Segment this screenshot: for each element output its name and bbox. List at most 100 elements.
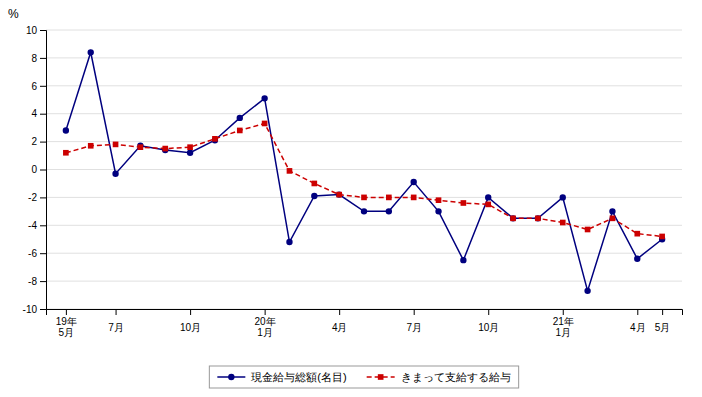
tick-label: -4 [28,220,37,231]
tick-label: 21年1月 [553,316,574,338]
point [311,181,317,187]
grid-line [46,141,682,142]
legend-frame [209,366,518,388]
tick: 10月 [478,309,499,333]
point [411,195,417,201]
grid-line [46,30,682,31]
point [436,197,442,203]
tick-label: 10月 [180,322,201,333]
point [187,150,193,156]
grid-line [46,57,682,58]
grid [46,30,682,309]
tick-label: 4 [31,108,37,119]
point [63,127,69,133]
grid-line [46,113,682,114]
legend: 現金給与総額(名目) きまって支給する給与 [209,366,518,388]
legend-label: 現金給与総額(名目) [251,371,346,383]
tick-label: -2 [28,192,37,203]
tick: 4 [31,108,46,119]
tick: 7月 [108,309,124,333]
tick: -4 [28,220,46,231]
point [187,144,193,150]
tick-mark [563,309,564,315]
tick-mark [265,309,266,315]
point [262,121,268,127]
point [237,115,243,121]
tick-mark [116,309,117,315]
tick-mark [40,86,46,87]
y-axis-title: % [8,7,19,21]
series [63,49,666,294]
tick-label: -8 [28,276,37,287]
legend-item: きまって支給する給与 [367,371,511,384]
point [162,146,168,152]
tick-label: 19年5月 [56,316,77,338]
tick-mark [40,114,46,115]
tick: 2 [31,136,46,147]
tick-label: 7月 [108,322,124,333]
tick-label: 4月 [630,322,646,333]
tick: 0 [31,164,46,175]
tick-label: -10 [23,304,38,315]
tick-label: 2 [31,136,37,147]
legend-item: 現金給与総額(名目) [217,371,346,383]
tick-mark [637,309,638,315]
grid-line [46,85,682,86]
point [659,234,665,240]
point [585,227,591,233]
point [261,95,267,101]
point [410,179,416,185]
tick: 20年1月 [255,309,276,338]
point [311,193,317,199]
point [386,195,392,201]
point [287,168,293,174]
tick: -8 [28,276,46,287]
tick-mark [40,253,46,254]
tick-mark [40,197,46,198]
tick-label: 10月 [478,322,499,333]
point [560,194,566,200]
tick-mark [414,309,415,315]
legend-swatch [378,374,384,380]
point [609,208,615,214]
line [66,52,662,291]
point [88,49,94,55]
tick-label: 5月 [655,322,671,333]
point [336,191,342,197]
grid-line [46,169,682,170]
tick-mark [66,309,67,315]
chart: -10-8-6-4-2024681019年5月7月10月20年1月4月7月10月… [0,0,702,397]
point [460,257,466,263]
point [286,239,292,245]
tick: 7月 [406,309,422,333]
tick-mark [40,170,46,171]
point [461,200,467,206]
tick-mark [190,309,191,315]
tick-mark [40,281,46,282]
legend-label: きまって支給する給与 [401,371,511,384]
point [113,142,119,148]
tick: -6 [28,248,46,259]
point [535,215,541,221]
point [212,136,218,142]
point [610,215,616,221]
tick: 6 [31,81,46,92]
tick: -10 [23,304,46,315]
tick-mark [488,309,489,315]
tick-mark [40,142,46,143]
grid-line [46,281,682,282]
tick-mark [662,309,663,315]
grid-line [46,253,682,254]
axis-line [47,310,683,316]
point [435,208,441,214]
tick-label: -6 [28,248,37,259]
point [138,144,144,150]
point [634,231,640,237]
point [535,215,541,221]
tick: -2 [28,192,46,203]
tick-mark [40,309,46,310]
marks [63,49,666,294]
point [112,170,118,176]
y-axis: -10-8-6-4-20246810 [23,25,47,315]
tick-mark [40,225,46,226]
